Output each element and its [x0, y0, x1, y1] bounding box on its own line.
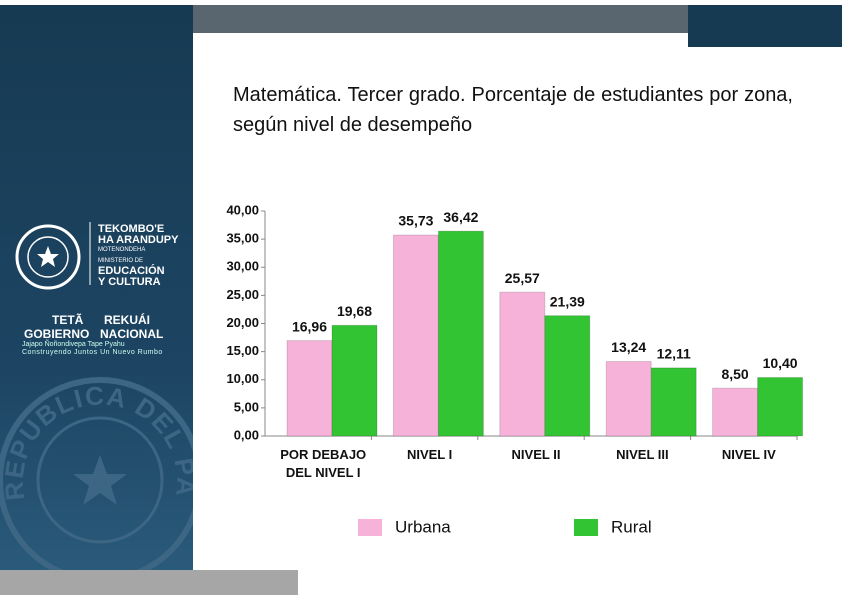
y-tick-label: 40,00	[226, 202, 259, 217]
y-tick-label: 25,00	[226, 287, 259, 302]
bar	[544, 315, 591, 437]
bar	[650, 367, 697, 437]
value-label: 10,40	[763, 355, 798, 371]
bottom-bar	[0, 570, 298, 595]
slogan: Jajapo Ñoñondivepa Tape Pyahu	[22, 341, 125, 348]
value-label: 35,73	[398, 213, 433, 229]
x-tick-label: NIVEL IV	[721, 447, 776, 462]
seal-watermark	[0, 377, 193, 570]
bar	[499, 291, 546, 437]
ministry-block: TEKOMBO'E HA ARANDUPY MOTENONDEHA MINIST…	[98, 224, 178, 288]
y-tick-label: 5,00	[234, 399, 259, 414]
ministry-text: HA ARANDUPY	[98, 234, 179, 246]
legend-swatch	[574, 519, 598, 536]
top-block	[688, 5, 842, 47]
y-tick-label: 30,00	[226, 259, 259, 274]
x-tick-label: NIVEL I	[406, 447, 453, 462]
value-label: 12,11	[657, 346, 691, 362]
ministry-text: TEKOMBO'E	[98, 223, 165, 235]
emblem	[15, 224, 81, 290]
bar	[712, 387, 759, 437]
bar	[437, 230, 484, 437]
ministry-text: MINISTERIO DE	[98, 258, 144, 264]
value-label: 25,57	[505, 270, 540, 286]
chart-title: Matemática. Tercer grado. Porcentaje de …	[233, 84, 793, 136]
x-tick-label: NIVEL III	[616, 447, 669, 462]
value-label: 13,24	[611, 339, 646, 355]
value-label: 16,96	[292, 318, 327, 334]
legend-swatch	[358, 519, 382, 536]
value-label: 19,68	[337, 303, 372, 319]
seal-star	[73, 455, 127, 505]
bar	[605, 361, 652, 437]
top-bar	[193, 5, 688, 33]
slogan: Construyendo Juntos Un Nuevo Rumbo	[22, 349, 163, 356]
ministry-text: MOTENONDEHA	[98, 247, 146, 253]
emblem-star	[37, 246, 59, 267]
value-label: 21,39	[550, 293, 585, 309]
bar	[331, 324, 378, 437]
y-tick-label: 10,00	[226, 371, 259, 386]
gov-text: REKUÁI	[104, 313, 151, 327]
bar	[286, 340, 333, 437]
y-tick-label: 35,00	[226, 231, 259, 246]
ministry-text: EDUCACIÓN	[98, 265, 165, 277]
gov-text: GOBIERNO	[24, 327, 90, 341]
gov-text: NACIONAL	[100, 327, 164, 341]
bar	[757, 377, 804, 437]
value-label: 8,50	[721, 366, 748, 382]
legend-label: Rural	[611, 517, 652, 536]
y-tick-label: 0,00	[234, 427, 259, 442]
gov-text: TETÃ	[52, 313, 84, 327]
value-label: 36,42	[443, 209, 478, 225]
x-tick-label: NIVEL II	[511, 447, 561, 462]
legend-label: Urbana	[395, 517, 451, 536]
ministry-text: Y CULTURA	[98, 276, 161, 288]
y-tick-label: 15,00	[226, 343, 259, 358]
x-tick-label: POR DEBAJO DEL NIVEL I	[280, 447, 367, 480]
bar	[392, 234, 439, 437]
emblem	[27, 236, 69, 278]
seal-watermark	[36, 416, 164, 544]
y-tick-label: 20,00	[226, 315, 259, 330]
sidebar-art: REPUBLICA DEL PARAGUAY	[0, 0, 193, 570]
